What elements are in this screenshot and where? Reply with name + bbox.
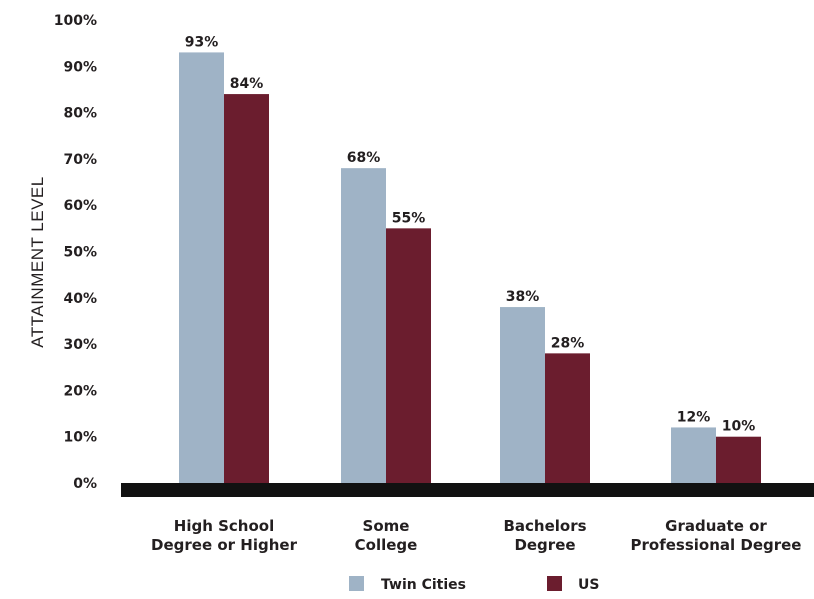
bar-us <box>545 353 590 483</box>
data-label: 38% <box>506 289 540 305</box>
bar-us <box>716 436 761 483</box>
category-label: Professional Degree <box>631 536 802 554</box>
data-label: 55% <box>392 210 426 226</box>
bars <box>179 52 761 483</box>
data-label: 10% <box>722 419 756 435</box>
y-tick-label: 60% <box>63 198 97 214</box>
y-tick-label: 100% <box>54 13 97 29</box>
y-tick-label: 40% <box>63 291 97 307</box>
y-tick-label: 70% <box>63 152 97 168</box>
y-tick-label: 50% <box>63 245 97 261</box>
category-label: College <box>355 536 418 554</box>
y-tick-label: 10% <box>63 430 97 446</box>
bar-twin-cities <box>341 168 386 483</box>
y-tick-label: 0% <box>73 476 97 492</box>
data-label: 28% <box>551 335 585 351</box>
y-axis-label: ATTAINMENT LEVEL <box>28 176 47 347</box>
y-axis-ticks: 0% 10% 20% 30% 40% 50% 60% 70% 80% 90% 100% <box>54 13 97 492</box>
category-label: Degree or Higher <box>151 536 298 554</box>
bar-twin-cities <box>179 52 224 483</box>
y-tick-label: 80% <box>63 106 97 122</box>
category-label: Degree <box>514 536 575 554</box>
data-label: 93% <box>185 34 219 50</box>
legend-swatch-us <box>547 576 562 591</box>
legend-label-twin-cities: Twin Cities <box>381 577 466 593</box>
category-label: Bachelors <box>503 517 586 535</box>
y-tick-label: 90% <box>63 59 97 75</box>
category-label: Graduate or <box>665 517 767 535</box>
legend-label-us: US <box>578 577 599 593</box>
y-tick-label: 30% <box>63 337 97 353</box>
bar-us <box>386 228 431 483</box>
data-label: 84% <box>230 76 264 92</box>
bar-twin-cities <box>671 427 716 483</box>
legend-swatch-twin-cities <box>349 576 364 591</box>
data-label: 68% <box>347 150 381 166</box>
data-label: 12% <box>677 409 711 425</box>
bar-us <box>224 94 269 483</box>
x-axis-baseline <box>121 483 814 497</box>
y-tick-label: 20% <box>63 383 97 399</box>
category-label: Some <box>363 517 410 535</box>
bar-twin-cities <box>500 307 545 483</box>
category-label: High School <box>174 517 274 535</box>
legend: Twin Cities US <box>349 576 599 593</box>
data-labels: 93% 68% 38% 12% 84% 55% 28% 10% <box>185 34 756 434</box>
